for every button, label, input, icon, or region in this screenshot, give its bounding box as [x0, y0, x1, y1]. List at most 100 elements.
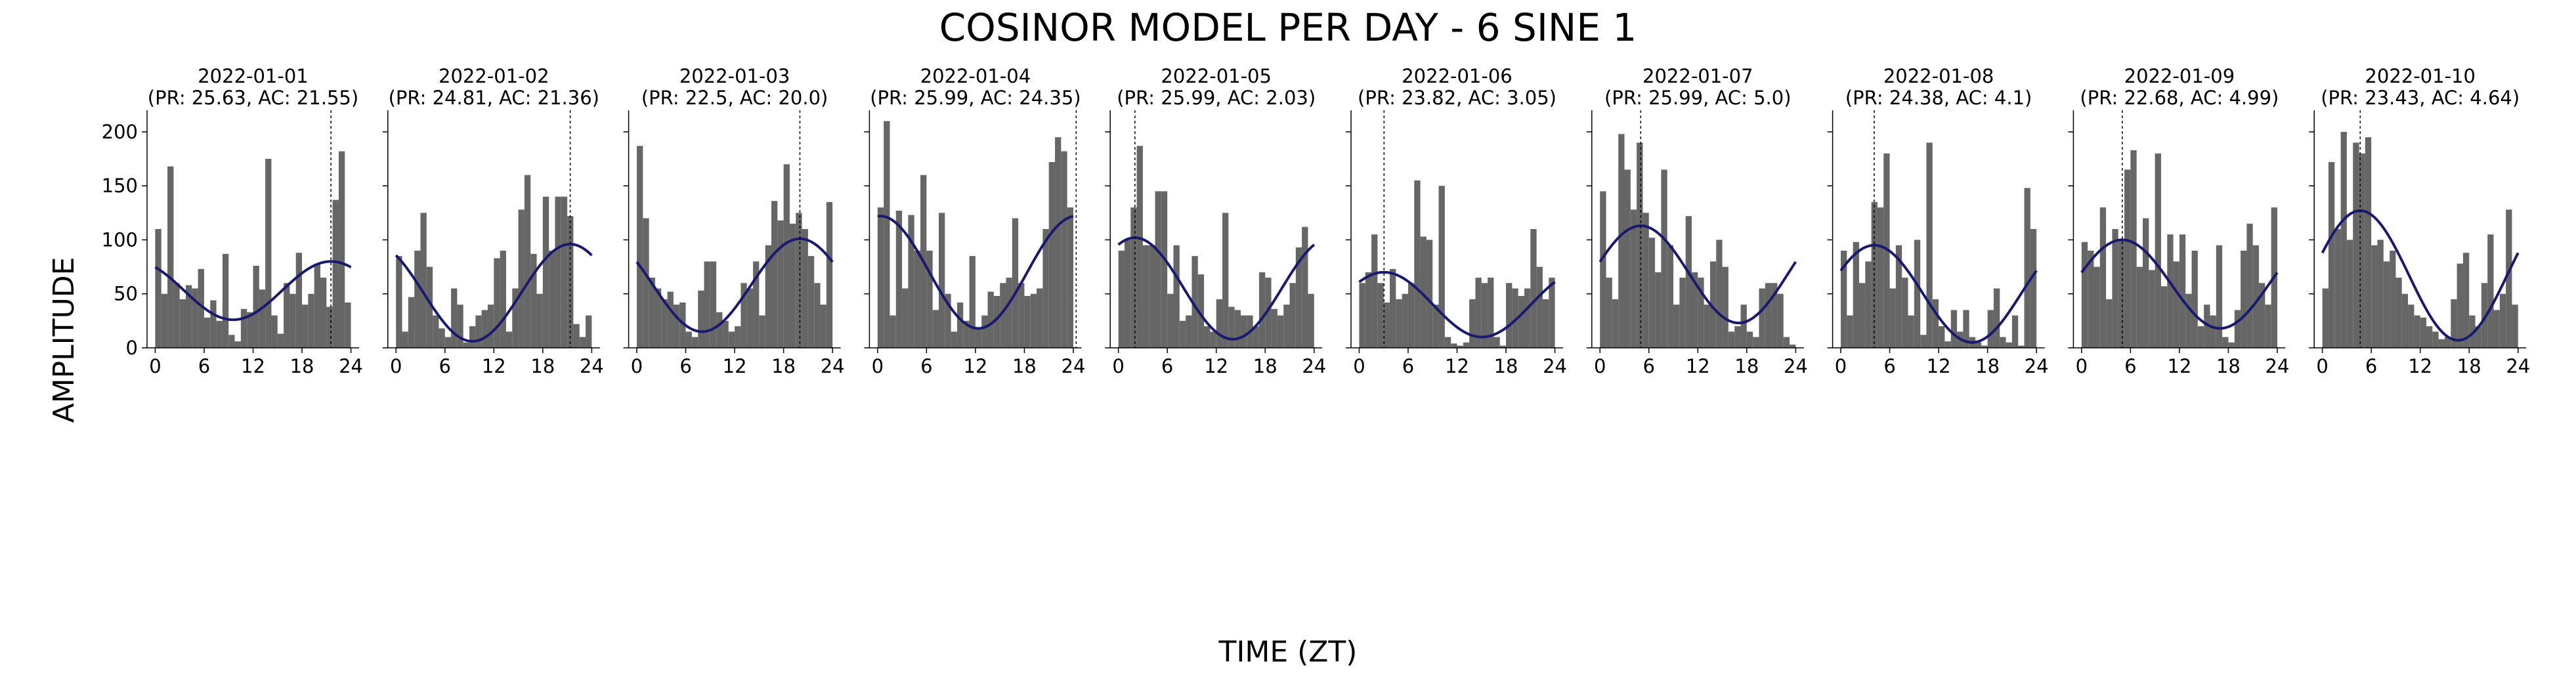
bar [1790, 345, 1796, 348]
x-tick-label: 18 [1494, 355, 1518, 377]
bar [259, 289, 266, 348]
bar [969, 256, 976, 348]
bar [228, 335, 235, 348]
bar [1253, 326, 1259, 348]
bar [1499, 345, 1507, 348]
bar [691, 337, 698, 348]
bar [494, 258, 500, 348]
bar [2457, 263, 2463, 348]
y-tick-label: 50 [114, 283, 138, 305]
panel-date-title: 2022-01-02 [439, 65, 549, 87]
bar [796, 213, 802, 348]
bar [765, 245, 772, 348]
panel-date-title: 2022-01-03 [679, 65, 790, 87]
bar [1771, 283, 1778, 348]
bar [2414, 315, 2420, 348]
bar [938, 213, 945, 348]
bar [586, 315, 592, 348]
bar [1258, 272, 1266, 348]
bar [1390, 268, 1396, 348]
bar [1265, 278, 1272, 348]
panel-subtitle: (PR: 25.63, AC: 21.55) [148, 87, 358, 109]
bar [1451, 343, 1457, 348]
bar [1637, 142, 1643, 348]
x-tick-label: 18 [1734, 355, 1759, 377]
bar [1222, 213, 1229, 348]
bar [518, 209, 525, 348]
bar [326, 306, 333, 348]
bar [234, 341, 241, 348]
x-tick-label: 24 [1302, 355, 1326, 377]
x-tick-label: 18 [2457, 355, 2481, 377]
bar [1302, 226, 1308, 348]
bar [308, 293, 314, 348]
bar [1648, 238, 1656, 348]
bar [673, 305, 680, 348]
bar [2359, 153, 2365, 348]
bar [1359, 283, 1365, 348]
bar [1420, 236, 1427, 348]
panel-2022-01-10: 2022-01-10(PR: 23.43, AC: 4.64) 0 6 12 18 24 [2309, 65, 2530, 377]
bar [1186, 315, 1192, 348]
bar [1061, 151, 1067, 348]
bar [265, 159, 272, 348]
bar [2197, 326, 2204, 348]
bar [637, 146, 643, 348]
x-tick-label: 6 [1402, 355, 1414, 377]
bar [2432, 331, 2439, 348]
panel-subtitle: (PR: 24.38, AC: 4.1) [1845, 87, 2032, 109]
bar [1179, 320, 1186, 348]
bar [814, 283, 821, 348]
bar [1506, 283, 1513, 348]
bar [1746, 331, 1753, 348]
x-tick-label: 18 [1012, 355, 1037, 377]
bar [1777, 293, 1784, 348]
bar [1210, 331, 1216, 348]
bar [1963, 310, 1969, 348]
bar [902, 288, 909, 348]
bar [2346, 240, 2353, 348]
cosinor-curve [395, 243, 593, 343]
bar [284, 283, 290, 348]
bar [1457, 345, 1463, 348]
panel-2022-01-01: 2022-01-01(PR: 25.63, AC: 21.55) 0 6 12 18 24… [102, 65, 363, 377]
bar [926, 250, 933, 348]
bar [759, 315, 765, 348]
bar [1407, 283, 1415, 348]
bar [1124, 240, 1131, 348]
bar [2011, 315, 2019, 348]
bar [561, 196, 568, 348]
bar [216, 320, 223, 348]
bar [579, 337, 586, 348]
x-tick-label: 6 [920, 355, 932, 377]
bar [2371, 245, 2378, 348]
bar [685, 331, 692, 348]
panel-2022-01-06: 2022-01-06(PR: 23.82, AC: 3.05) 0 6 12 18 24 [1346, 65, 1567, 377]
bar [567, 216, 574, 348]
bar [1018, 283, 1025, 348]
bar [2365, 137, 2372, 348]
bar [2408, 305, 2415, 348]
bar [247, 312, 253, 348]
bar [2173, 261, 2179, 348]
panel-subtitle: (PR: 25.99, AC: 24.35) [870, 87, 1081, 109]
bar [1055, 137, 1062, 348]
panel-date-title: 2022-01-05 [1161, 65, 1272, 87]
bar [290, 293, 296, 348]
bar [481, 310, 488, 348]
bar [1283, 305, 1290, 348]
bar [2204, 305, 2210, 348]
bar [549, 250, 555, 348]
bar [1709, 261, 1717, 348]
y-tick-label: 100 [102, 228, 138, 251]
bar [332, 200, 339, 348]
bar [192, 288, 198, 348]
bar [643, 218, 649, 348]
bar [722, 320, 729, 348]
bar [1000, 283, 1006, 348]
bar [2353, 142, 2359, 348]
x-tick-label: 18 [2216, 355, 2241, 377]
y-tick-label: 150 [102, 175, 138, 197]
bar [1377, 283, 1384, 348]
x-tick-label: 18 [771, 355, 796, 377]
